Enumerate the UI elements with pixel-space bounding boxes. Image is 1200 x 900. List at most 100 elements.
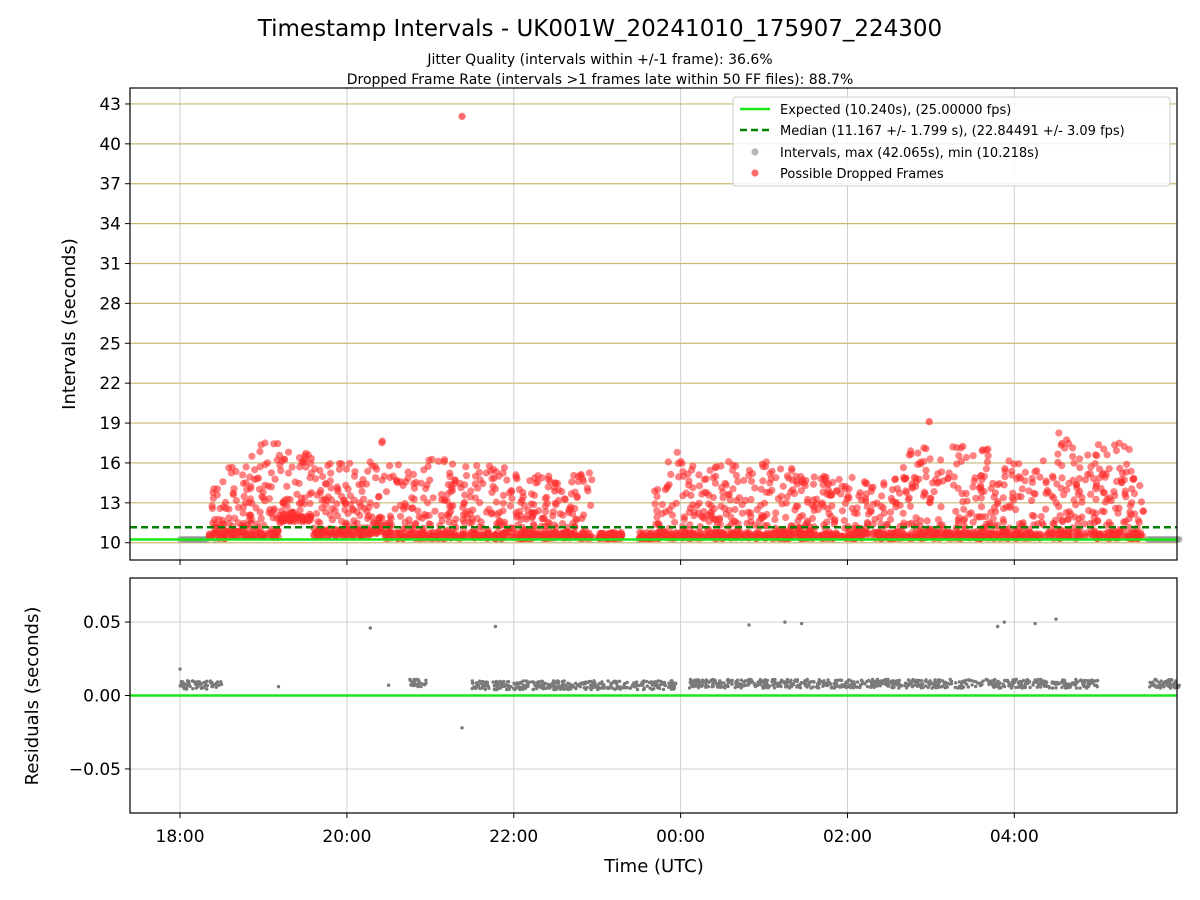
residual-point	[747, 623, 751, 627]
dropped-frame-point	[1014, 492, 1022, 500]
dropped-frame-point	[372, 501, 380, 509]
dropped-frame-point	[871, 515, 879, 523]
dropped-frame-point	[277, 467, 285, 475]
dropped-frame-point	[523, 512, 531, 520]
dropped-frame-point	[307, 489, 315, 497]
residual-point	[502, 679, 506, 684]
dropped-frame-point	[450, 519, 458, 528]
dropped-frame-point	[937, 456, 945, 464]
dropped-frame-point	[253, 520, 261, 528]
chart-subtitle-jitter: Jitter Quality (intervals within +/-1 fr…	[426, 52, 772, 68]
dropped-frame-point	[205, 531, 213, 539]
dropped-frame-point	[349, 506, 357, 514]
dropped-frame-point	[209, 494, 217, 502]
residual-point	[705, 679, 709, 683]
residual-point	[847, 685, 851, 689]
dropped-frame-point	[518, 496, 526, 504]
residual-point	[648, 686, 652, 690]
dropped-frame-point	[485, 505, 493, 513]
residual-point	[506, 684, 511, 688]
dropped-frame-point	[725, 458, 733, 466]
dropped-frame-point	[208, 504, 216, 512]
dropped-frame-point	[360, 495, 368, 503]
dropped-frame-point	[225, 519, 233, 528]
residual-point	[1021, 678, 1026, 683]
residual-point	[687, 686, 692, 690]
dropped-frame-point	[402, 478, 410, 486]
residual-point	[645, 679, 649, 684]
residual-point	[1167, 681, 1172, 685]
dropped-frame-point	[408, 494, 416, 502]
dropped-frame-point	[301, 494, 309, 502]
residual-point	[642, 686, 647, 690]
residual-point	[913, 683, 917, 687]
residual-point	[785, 677, 790, 682]
dropped-frame-point	[1127, 467, 1135, 475]
dropped-frame-point	[485, 462, 494, 470]
dropped-frame-point	[326, 460, 334, 468]
dropped-frame-point	[726, 532, 735, 540]
dropped-frame-point	[271, 475, 279, 483]
interval-point	[1176, 536, 1183, 543]
dropped-frame-point	[527, 500, 536, 508]
dropped-frame-point	[544, 483, 552, 491]
dropped-frame-point	[287, 508, 296, 516]
dropped-frame-point	[375, 514, 383, 522]
dropped-frame-point	[543, 493, 551, 501]
dropped-frame-point	[482, 469, 490, 477]
residual-point	[1018, 679, 1022, 684]
dropped-frame-point	[763, 510, 771, 519]
residual-point	[861, 681, 865, 685]
residual-point	[216, 683, 221, 688]
dropped-frame-point	[342, 465, 350, 473]
dropped-frame-point	[880, 481, 888, 489]
dropped-frame-point	[437, 490, 445, 499]
residual-point	[776, 684, 780, 688]
dropped-frame-point	[1076, 455, 1084, 463]
dropped-frame-point	[952, 507, 960, 515]
residual-point	[653, 683, 657, 688]
intervals-y-tick-label: 31	[99, 255, 121, 275]
residual-point	[653, 680, 657, 684]
dropped-frame-point	[301, 455, 310, 463]
dropped-frame-point	[503, 476, 511, 484]
dropped-frame-point	[341, 506, 349, 514]
residual-point	[1154, 677, 1158, 682]
chart-title: Timestamp Intervals - UK001W_20241010_17…	[257, 16, 942, 42]
dropped-frame-point	[414, 507, 422, 515]
dropped-frame-point	[861, 479, 869, 487]
residual-point	[904, 686, 909, 690]
dropped-frame-point	[1105, 465, 1113, 473]
dropped-frame-point	[651, 500, 659, 508]
dropped-frame-point	[856, 489, 864, 497]
residual-point	[834, 679, 838, 683]
dropped-frame-point	[375, 492, 383, 501]
dropped-frame-point	[460, 519, 468, 527]
dropped-frame-point	[672, 499, 680, 507]
dropped-frame-point	[675, 473, 683, 481]
dropped-frame-point	[729, 466, 737, 474]
dropped-frame-point	[848, 504, 856, 513]
residual-point	[701, 683, 705, 687]
dropped-frame-point	[1100, 508, 1108, 516]
residual-point	[652, 687, 656, 691]
residual-point	[1028, 685, 1032, 690]
dropped-frame-point	[954, 484, 962, 492]
dropped-frame-point	[274, 527, 282, 535]
dropped-frame-point	[957, 531, 965, 539]
residual-point	[180, 680, 184, 684]
dropped-frame-point	[905, 494, 913, 502]
residual-point	[424, 678, 428, 682]
time-x-tick-label: 18:00	[156, 827, 205, 847]
dropped-frame-point	[350, 517, 358, 525]
residual-point	[1150, 683, 1155, 687]
dropped-frame-point	[738, 501, 746, 509]
residual-point	[897, 678, 902, 683]
residual-point	[973, 680, 978, 684]
dropped-frame-point	[386, 462, 394, 470]
dropped-frame-point	[350, 496, 358, 504]
dropped-frame-point	[576, 532, 584, 540]
residual-point	[960, 685, 964, 689]
residual-point	[736, 684, 741, 688]
dropped-frame-point	[488, 475, 496, 483]
